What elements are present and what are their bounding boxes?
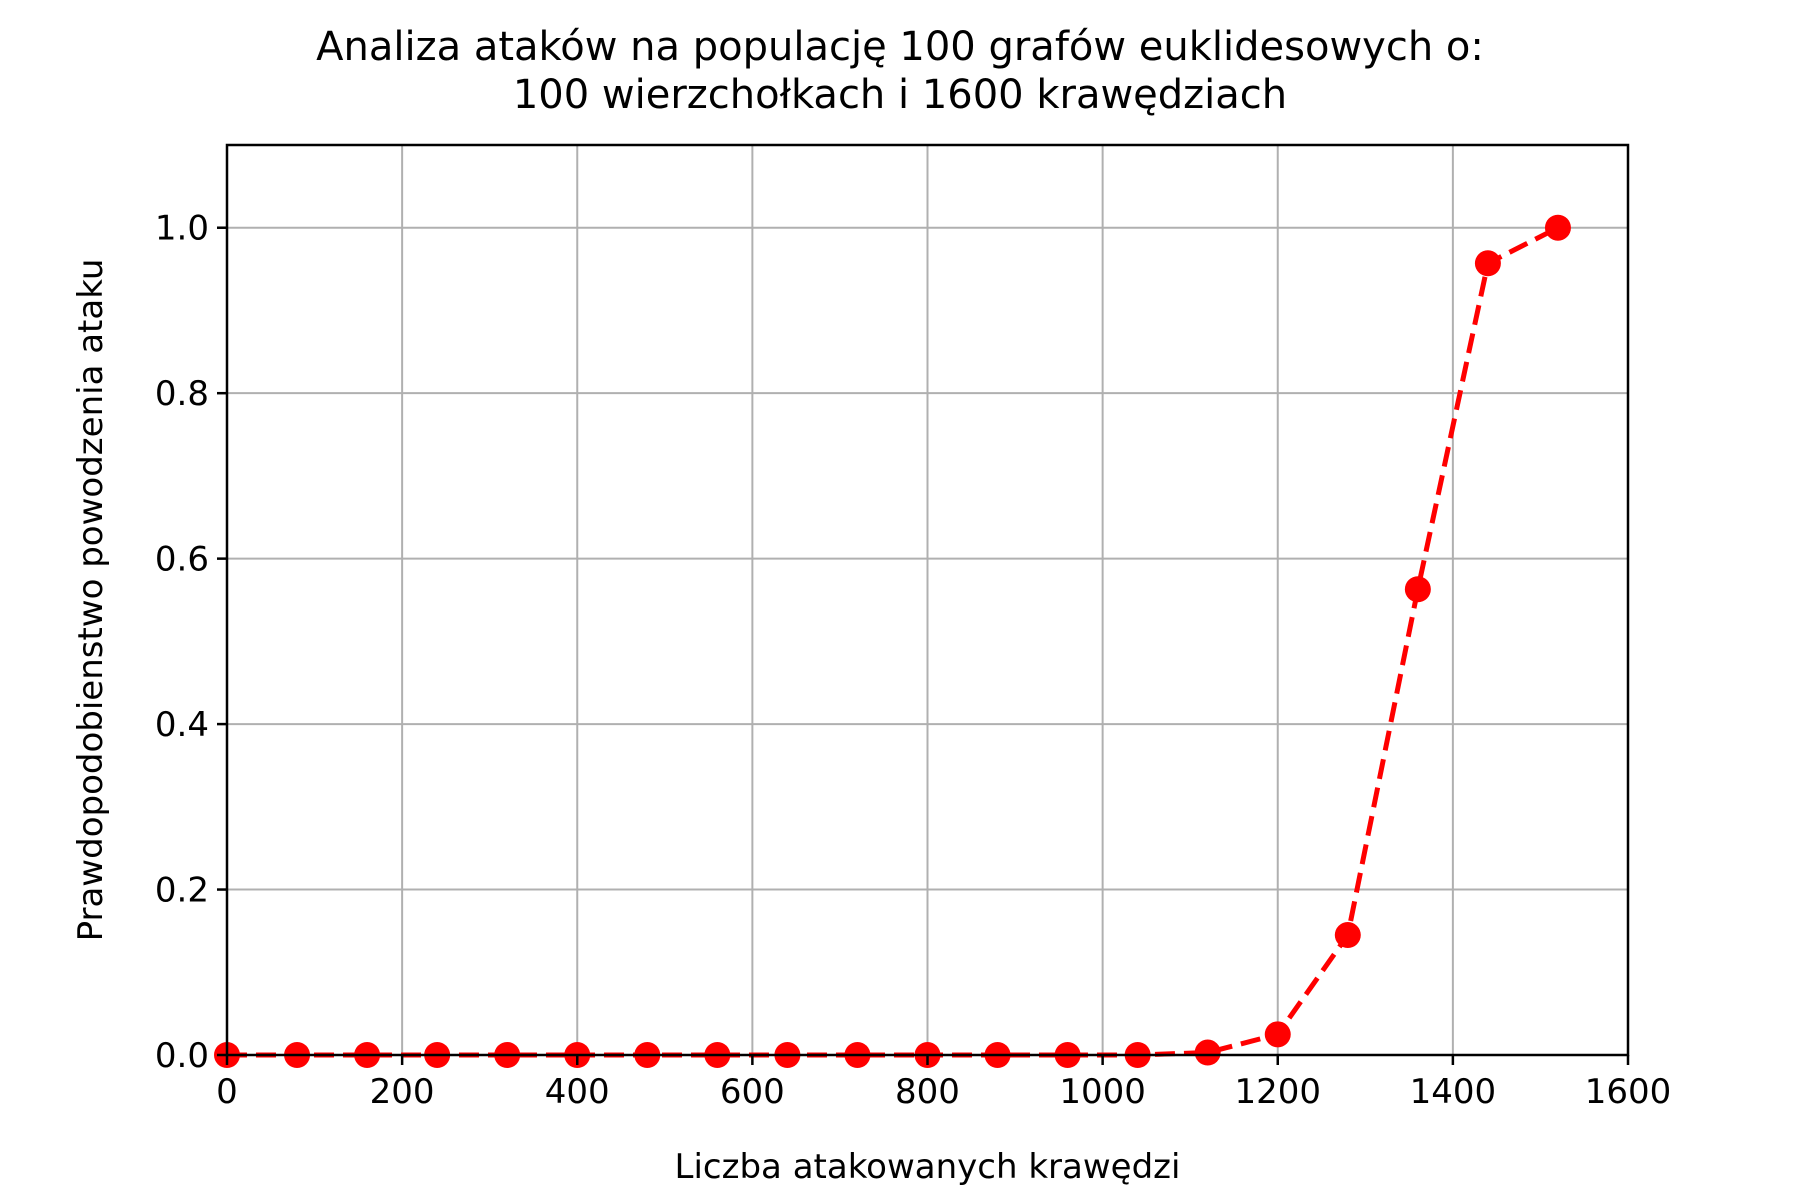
y-tick-label: 1.0 [155,209,209,249]
chart-title-line-1: Analiza ataków na populację 100 grafów e… [316,24,1484,70]
x-tick-label: 800 [895,1072,960,1112]
y-axis-ticks: 0.0 0.2 0.4 0.6 0.8 1.0 [155,209,227,1076]
x-axis-ticks: 0 200 400 600 800 1000 1200 1400 1600 [216,1055,1671,1112]
data-point [1404,576,1431,603]
chart-title: Analiza ataków na populację 100 grafów e… [316,24,1484,118]
data-point [1264,1021,1291,1048]
x-tick-label: 200 [370,1072,435,1112]
x-tick-label: 400 [545,1072,610,1112]
data-point [1194,1039,1221,1066]
y-tick-label: 0.2 [155,871,209,911]
data-point [1334,922,1361,949]
y-tick-label: 0.0 [155,1036,209,1076]
y-tick-label: 0.4 [155,705,209,745]
y-axis-label: Prawdopodobienstwo powodzenia ataku [71,259,111,942]
data-point [1544,214,1571,241]
series-group [214,214,1571,1068]
grid [226,145,1629,1056]
x-tick-label: 1400 [1410,1072,1497,1112]
chart-title-line-2: 100 wierzchołkach i 1600 krawędziach [513,72,1287,118]
x-tick-label: 1600 [1585,1072,1672,1112]
x-axis-label: Liczba atakowanych krawędzi [675,1147,1181,1187]
x-tick-label: 1200 [1234,1072,1321,1112]
x-tick-label: 0 [216,1072,238,1112]
y-tick-label: 0.6 [155,540,209,580]
x-tick-label: 1000 [1059,1072,1146,1112]
data-point [1474,250,1501,277]
x-tick-label: 600 [720,1072,785,1112]
y-tick-label: 0.8 [155,374,209,414]
